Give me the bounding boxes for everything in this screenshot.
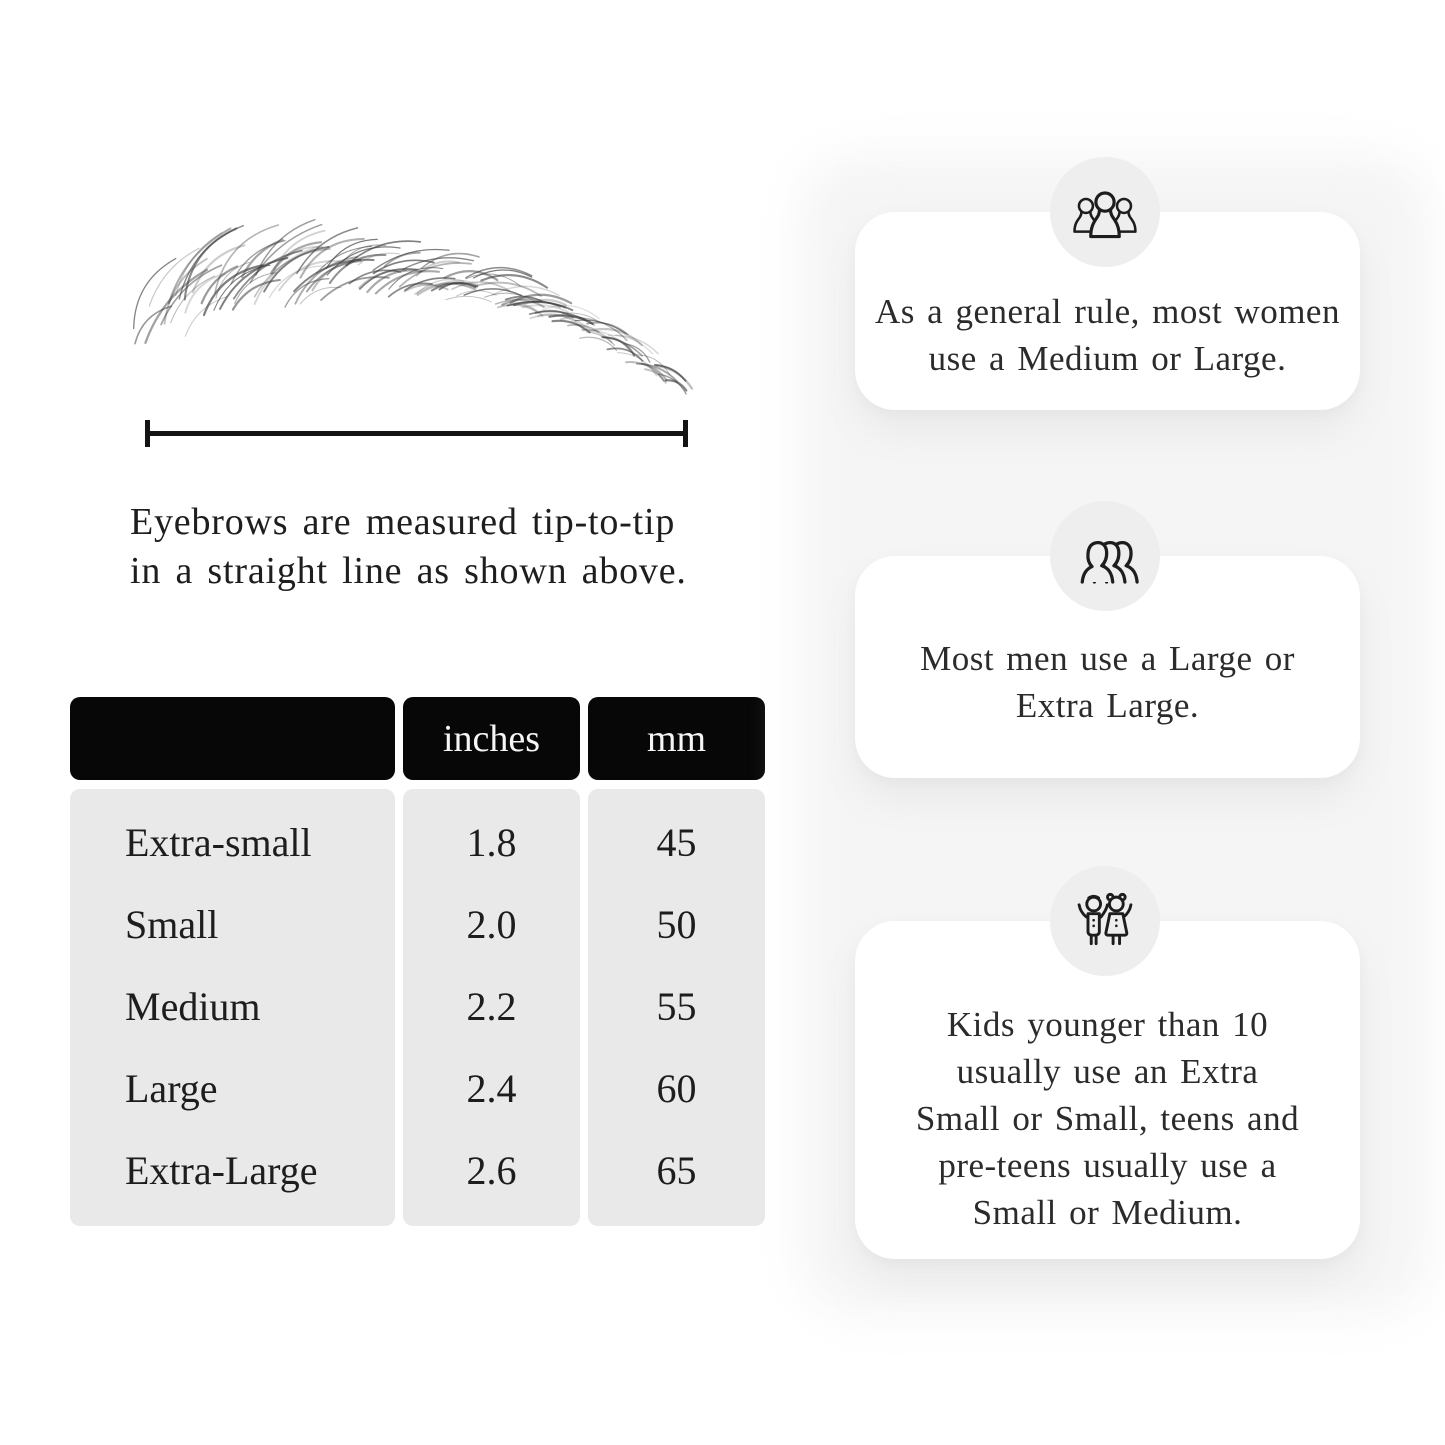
table-column-size: Extra-small Small Medium Large Extra-Lar…: [70, 789, 395, 1226]
table-row-label: Extra-small: [125, 819, 312, 865]
table-cell-mm: 60: [656, 1066, 697, 1112]
table-cell-inches: 2.6: [466, 1148, 517, 1194]
icon-circle: [1050, 157, 1160, 267]
table-cell-mm: 65: [656, 1148, 697, 1194]
table-header-mm: mm: [588, 697, 765, 780]
card-text: Kids younger than 10 usually use an Extr…: [915, 1004, 1300, 1232]
table-cell-inches: 2.0: [466, 901, 517, 947]
measurement-line: [145, 420, 688, 447]
measurement-caption: Eyebrows are measured tip-to-tip in a st…: [130, 501, 687, 592]
kids-icon: [1077, 892, 1133, 946]
table-cell-mm: 55: [656, 983, 697, 1029]
table-row-label: Small: [125, 901, 219, 947]
table-cell-inches: 1.8: [466, 819, 517, 865]
table-row-label: Extra-Large: [125, 1148, 318, 1194]
table-cell-inches: 2.4: [466, 1066, 517, 1112]
men-group-icon: [1080, 540, 1139, 584]
table-row-label: Large: [125, 1066, 218, 1112]
table-header-inches: inches: [403, 697, 580, 780]
table-column-inches: 1.8 2.0 2.2 2.4 2.6: [403, 789, 580, 1226]
card-text: As a general rule, most women use a Medi…: [875, 292, 1340, 378]
eyebrow-illustration: [133, 218, 694, 395]
table-header-size: [70, 697, 395, 780]
table-row-label: Medium: [125, 983, 261, 1029]
table-cell-mm: 45: [656, 819, 697, 865]
icon-circle: [1050, 501, 1160, 611]
table-cell-mm: 50: [656, 901, 697, 947]
women-group-icon: [1073, 191, 1137, 239]
card-text: Most men use a Large or Extra Large.: [920, 639, 1295, 725]
table-column-mm: 45 50 55 60 65: [588, 789, 765, 1226]
icon-circle: [1050, 866, 1160, 976]
table-cell-inches: 2.2: [466, 983, 517, 1029]
info-card-kids: Kids younger than 10 usually use an Extr…: [855, 921, 1360, 1259]
